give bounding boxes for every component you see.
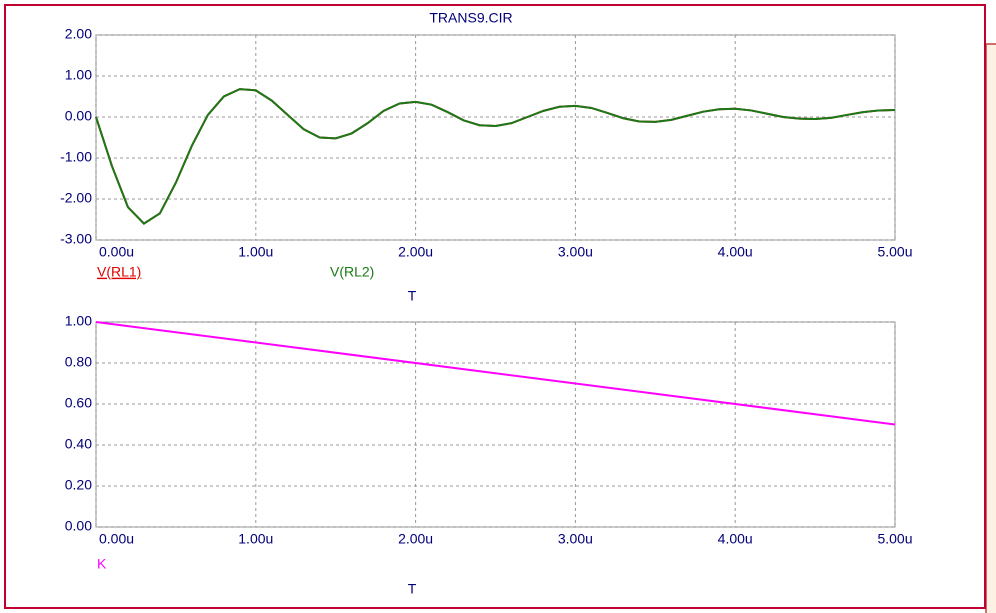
y-tick-label: 0.80	[65, 354, 92, 370]
x-tick-label: 4.00u	[718, 531, 753, 547]
y-tick-label: -2.00	[60, 190, 92, 206]
x-axis-label: T	[408, 288, 417, 304]
x-tick-label: 5.00u	[877, 244, 912, 260]
x-tick-label: 4.00u	[718, 244, 753, 260]
x-tick-label: 0.00u	[99, 244, 134, 260]
x-tick-label: 0.00u	[99, 531, 134, 547]
x-tick-label: 2.00u	[398, 244, 433, 260]
y-tick-label: 0.40	[65, 436, 92, 452]
x-tick-label: 5.00u	[877, 531, 912, 547]
legend-entry: V(RL2)	[330, 264, 374, 280]
chart-title: TRANS9.CIR	[429, 10, 512, 26]
legend-entry: K	[97, 556, 107, 572]
y-tick-label: 0.00	[65, 108, 92, 124]
x-tick-label: 1.00u	[238, 531, 273, 547]
x-tick-label: 2.00u	[398, 531, 433, 547]
series-line	[95, 88, 896, 225]
x-tick-label: 3.00u	[558, 531, 593, 547]
y-tick-label: -1.00	[60, 149, 92, 165]
y-tick-label: 1.00	[65, 67, 92, 83]
x-axis-label: T	[408, 581, 417, 597]
legend-entry: V(RL1)	[97, 264, 141, 280]
y-tick-label: -3.00	[60, 231, 92, 247]
plot-window	[4, 4, 986, 609]
y-tick-label: 1.00	[65, 313, 92, 329]
y-tick-label: 2.00	[65, 26, 92, 42]
x-tick-label: 3.00u	[558, 244, 593, 260]
series-line	[95, 321, 896, 426]
y-tick-label: 0.20	[65, 477, 92, 493]
y-tick-label: 0.00	[65, 518, 92, 534]
x-tick-label: 1.00u	[238, 244, 273, 260]
side-panel	[985, 43, 996, 613]
y-tick-label: 0.60	[65, 395, 92, 411]
